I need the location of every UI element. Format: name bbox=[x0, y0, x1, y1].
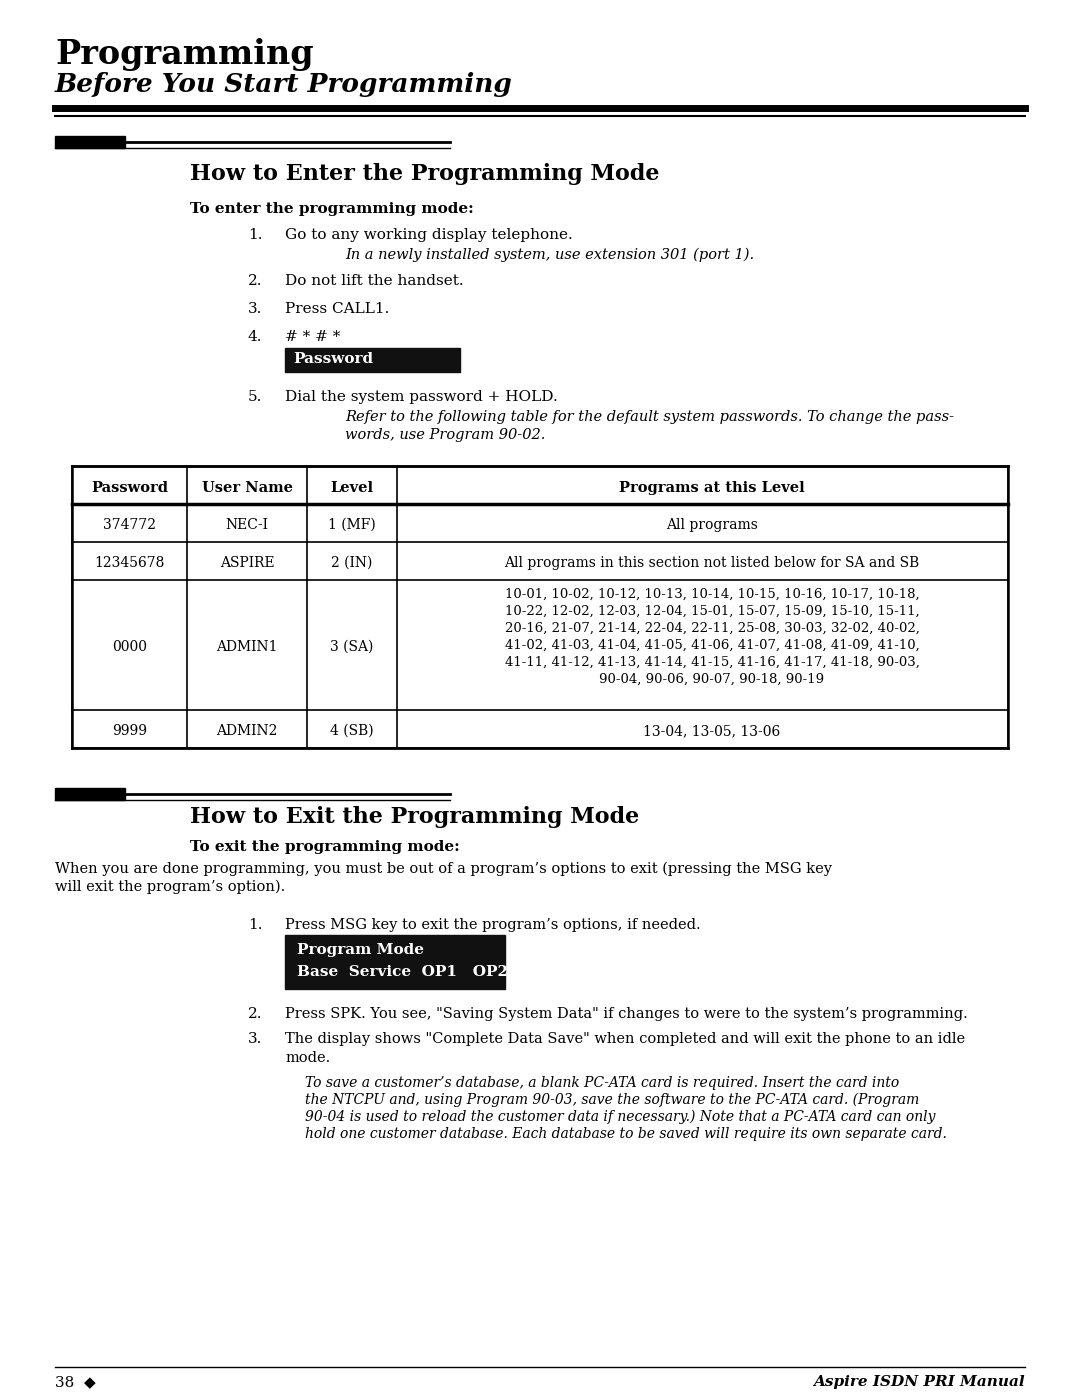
Text: ASPIRE: ASPIRE bbox=[219, 556, 274, 570]
Text: 2.: 2. bbox=[248, 1007, 262, 1021]
Text: To save a customer’s database, a blank PC-ATA card is required. Insert the card : To save a customer’s database, a blank P… bbox=[305, 1076, 900, 1090]
Text: 41-02, 41-03, 41-04, 41-05, 41-06, 41-07, 41-08, 41-09, 41-10,: 41-02, 41-03, 41-04, 41-05, 41-06, 41-07… bbox=[504, 638, 919, 652]
Text: 4.: 4. bbox=[248, 330, 262, 344]
Text: 90-04, 90-06, 90-07, 90-18, 90-19: 90-04, 90-06, 90-07, 90-18, 90-19 bbox=[599, 673, 824, 686]
Text: 3.: 3. bbox=[248, 302, 262, 316]
Text: Programs at this Level: Programs at this Level bbox=[619, 481, 805, 495]
Text: 90-04 is used to reload the customer data if necessary.) Note that a PC-ATA card: 90-04 is used to reload the customer dat… bbox=[305, 1111, 935, 1125]
Text: To exit the programming mode:: To exit the programming mode: bbox=[190, 840, 460, 854]
Text: 4 (SB): 4 (SB) bbox=[330, 724, 374, 738]
Bar bbox=[55, 788, 125, 800]
Text: How to Exit the Programming Mode: How to Exit the Programming Mode bbox=[190, 806, 639, 828]
Bar bbox=[285, 348, 460, 372]
Bar bbox=[72, 542, 1008, 580]
Text: In a newly installed system, use extension 301 (port 1).: In a newly installed system, use extensi… bbox=[345, 249, 754, 263]
Text: Password: Password bbox=[293, 352, 373, 366]
Text: 5.: 5. bbox=[248, 390, 262, 404]
Text: ADMIN1: ADMIN1 bbox=[216, 640, 278, 654]
Text: Before You Start Programming: Before You Start Programming bbox=[55, 73, 513, 96]
Text: Level: Level bbox=[330, 481, 374, 495]
Text: All programs in this section not listed below for SA and SB: All programs in this section not listed … bbox=[504, 556, 920, 570]
Bar bbox=[72, 504, 1008, 542]
Text: All programs: All programs bbox=[666, 518, 758, 532]
Text: Press MSG key to exit the program’s options, if needed.: Press MSG key to exit the program’s opti… bbox=[285, 918, 701, 932]
Text: Base  Service  OP1   OP2: Base Service OP1 OP2 bbox=[297, 965, 508, 979]
Text: 1.: 1. bbox=[248, 228, 262, 242]
Text: To enter the programming mode:: To enter the programming mode: bbox=[190, 203, 474, 217]
Text: Dial the system password + HOLD.: Dial the system password + HOLD. bbox=[285, 390, 557, 404]
Text: When you are done programming, you must be out of a program’s options to exit (p: When you are done programming, you must … bbox=[55, 862, 832, 876]
Text: NEC-I: NEC-I bbox=[226, 518, 269, 532]
Bar bbox=[285, 935, 505, 989]
Text: Press SPK. You see, "Saving System Data" if changes to were to the system’s prog: Press SPK. You see, "Saving System Data"… bbox=[285, 1007, 968, 1021]
Bar bbox=[72, 710, 1008, 747]
Text: 2 (IN): 2 (IN) bbox=[332, 556, 373, 570]
Text: Program Mode: Program Mode bbox=[297, 943, 424, 957]
Text: Programming: Programming bbox=[55, 38, 313, 71]
Bar bbox=[72, 467, 1008, 504]
Text: How to Enter the Programming Mode: How to Enter the Programming Mode bbox=[190, 163, 660, 184]
Text: 1.: 1. bbox=[248, 918, 262, 932]
Text: 2.: 2. bbox=[248, 274, 262, 288]
Text: 20-16, 21-07, 21-14, 22-04, 22-11, 25-08, 30-03, 32-02, 40-02,: 20-16, 21-07, 21-14, 22-04, 22-11, 25-08… bbox=[504, 622, 919, 636]
Text: 374772: 374772 bbox=[103, 518, 156, 532]
Text: Do not lift the handset.: Do not lift the handset. bbox=[285, 274, 463, 288]
Text: Password: Password bbox=[91, 481, 168, 495]
Text: the NTCPU and, using Program 90-03, save the software to the PC-ATA card. (Progr: the NTCPU and, using Program 90-03, save… bbox=[305, 1092, 919, 1108]
Text: Press CALL1.: Press CALL1. bbox=[285, 302, 390, 316]
Text: 9999: 9999 bbox=[112, 724, 147, 738]
Text: 13-04, 13-05, 13-06: 13-04, 13-05, 13-06 bbox=[644, 724, 781, 738]
Text: ADMIN2: ADMIN2 bbox=[216, 724, 278, 738]
Text: 10-22, 12-02, 12-03, 12-04, 15-01, 15-07, 15-09, 15-10, 15-11,: 10-22, 12-02, 12-03, 12-04, 15-01, 15-07… bbox=[504, 605, 919, 617]
Text: 3.: 3. bbox=[248, 1032, 262, 1046]
Text: The display shows "Complete Data Save" when completed and will exit the phone to: The display shows "Complete Data Save" w… bbox=[285, 1032, 966, 1046]
Text: words, use Program 90-02.: words, use Program 90-02. bbox=[345, 427, 545, 441]
Text: 10-01, 10-02, 10-12, 10-13, 10-14, 10-15, 10-16, 10-17, 10-18,: 10-01, 10-02, 10-12, 10-13, 10-14, 10-15… bbox=[504, 588, 919, 601]
Text: mode.: mode. bbox=[285, 1051, 330, 1065]
Text: 1 (MF): 1 (MF) bbox=[328, 518, 376, 532]
Text: 3 (SA): 3 (SA) bbox=[330, 640, 374, 654]
Text: 38  ◆: 38 ◆ bbox=[55, 1375, 96, 1389]
Text: 12345678: 12345678 bbox=[94, 556, 164, 570]
Bar bbox=[55, 136, 125, 148]
Text: Go to any working display telephone.: Go to any working display telephone. bbox=[285, 228, 572, 242]
Text: # * # *: # * # * bbox=[285, 330, 340, 344]
Text: Refer to the following table for the default system passwords. To change the pas: Refer to the following table for the def… bbox=[345, 409, 954, 425]
Text: will exit the program’s option).: will exit the program’s option). bbox=[55, 880, 285, 894]
Text: 41-11, 41-12, 41-13, 41-14, 41-15, 41-16, 41-17, 41-18, 90-03,: 41-11, 41-12, 41-13, 41-14, 41-15, 41-16… bbox=[504, 657, 919, 669]
Bar bbox=[72, 580, 1008, 710]
Text: hold one customer database. Each database to be saved will require its own separ: hold one customer database. Each databas… bbox=[305, 1127, 947, 1141]
Text: User Name: User Name bbox=[202, 481, 293, 495]
Text: 0000: 0000 bbox=[112, 640, 147, 654]
Text: Aspire ISDN PRI Manual: Aspire ISDN PRI Manual bbox=[813, 1375, 1025, 1389]
